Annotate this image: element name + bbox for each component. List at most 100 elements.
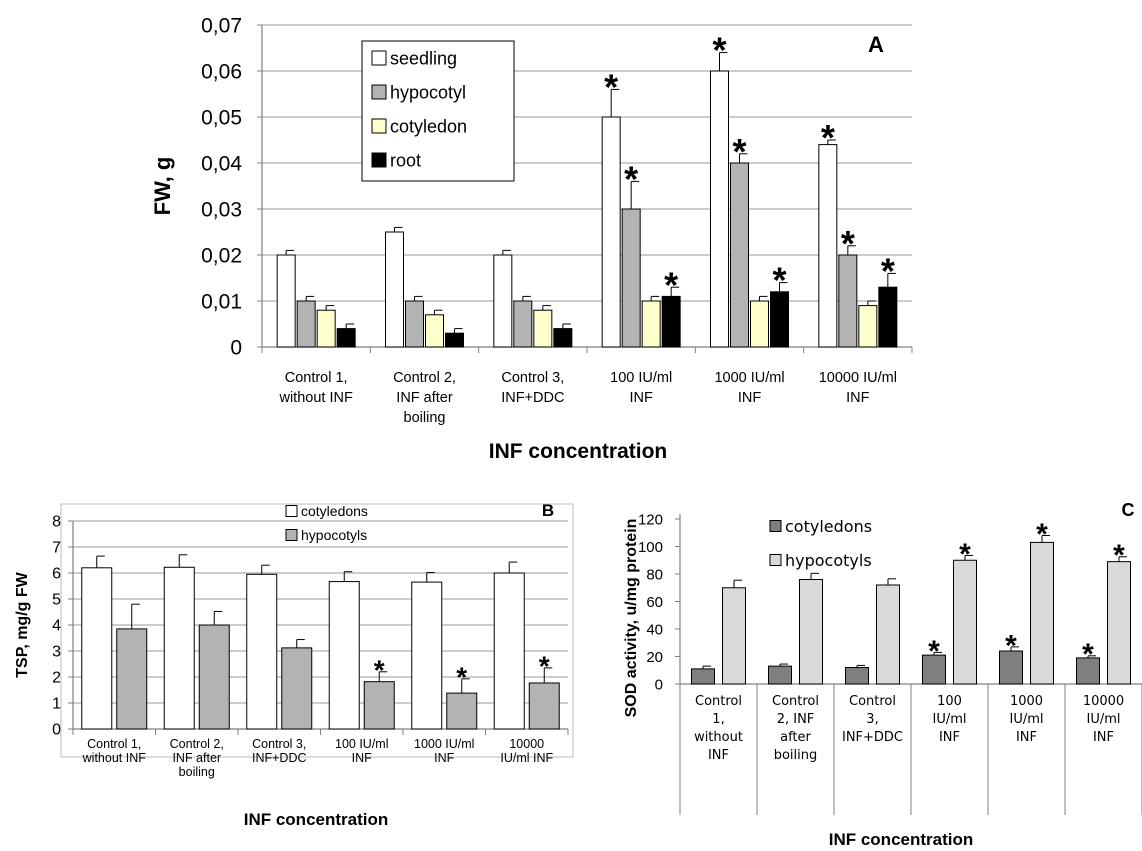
y-tick-label: 7 [52, 540, 61, 557]
category-label: 1000 IU/ml INF [1009, 694, 1043, 745]
legend: cotyledons hypocotyls [285, 503, 368, 543]
significance-star: * [1113, 539, 1125, 572]
y-tick-label: 80 [646, 566, 663, 583]
bar-root [553, 328, 573, 348]
bar-cotyledons [845, 667, 869, 685]
significance-star: * [881, 250, 895, 291]
legend-swatch-cotyledons [285, 505, 298, 517]
y-tick-label: 4 [52, 618, 61, 635]
bar-root [336, 328, 356, 348]
significance-star: * [1005, 629, 1017, 662]
significance-star: * [732, 131, 746, 172]
bar-cotyledons [411, 581, 443, 730]
panel-a-chart: 0 0,01 0,02 0,03 0,04 0,05 0,06 0,07 * * * * * * * * * Co… [150, 14, 913, 463]
y-axis-label: TSP, mg/g FW [14, 571, 31, 677]
legend-label-cotyledons: cotyledons [785, 517, 872, 536]
category-label: Control 3, INF+DDC [842, 694, 903, 745]
legend-swatch-seedling [371, 50, 387, 66]
bar-hypocotyl [621, 208, 641, 348]
significance-star: * [539, 651, 550, 682]
legend-label-root: root [390, 150, 421, 170]
y-tick-label: 2 [52, 670, 61, 687]
significance-star: * [1036, 518, 1048, 551]
bar-cotyledons [163, 566, 195, 730]
bar-seedling [493, 254, 513, 348]
bar-hypocotyls [446, 692, 478, 730]
significance-star: * [841, 223, 855, 264]
significance-star: * [624, 158, 638, 199]
category-label: Control 2, INF after boiling [170, 737, 224, 779]
category-label: 10000 IU/ml INF [1083, 694, 1124, 745]
legend-label-cotyledons: cotyledons [301, 503, 368, 519]
category-label: Control 1, without INF [82, 737, 147, 765]
bar-cotyledon [425, 314, 444, 348]
legend-swatch-hypocotyls [769, 554, 782, 566]
bar-cotyledon [858, 305, 878, 348]
category-label: 1000 IU/ml INF [714, 370, 784, 406]
bar-hypocotyls [198, 624, 230, 730]
bar-cotyledons [328, 581, 360, 730]
legend-swatch-cotyledons [769, 520, 782, 532]
legend-swatch-root [371, 152, 387, 168]
legend-label-cotyledon: cotyledon [390, 116, 467, 136]
y-tick-label: 0,07 [201, 14, 242, 37]
bar-hypocotyls [1030, 541, 1054, 685]
bar-cotyledons [246, 573, 278, 730]
significance-star: * [456, 662, 467, 693]
bar-hypocotyls [799, 579, 823, 685]
category-label: Control 2, INF after boiling [393, 370, 456, 426]
y-tick-label: 3 [52, 644, 61, 661]
panel-letter: A [868, 32, 884, 57]
significance-star: * [604, 66, 618, 107]
significance-star: * [712, 30, 726, 71]
legend-label-hypocotyls: hypocotyls [301, 527, 367, 543]
legend: cotyledons hypocotyls [769, 517, 872, 570]
category-label: 1000 IU/ml INF [414, 737, 474, 765]
bar-hypocotyls [363, 681, 395, 730]
bar-hypocotyls [528, 682, 560, 730]
category-label: Control 2, INF after boiling [772, 694, 819, 763]
significance-star: * [1082, 638, 1094, 671]
category-label: Control 3, INF+DDC [252, 737, 307, 765]
x-axis-label: INF concentration [829, 830, 974, 849]
y-tick-label: 0 [655, 676, 663, 693]
significance-star: * [928, 635, 940, 668]
category-label: Control 1, without INF [694, 694, 743, 763]
y-axis-label: FW, g [150, 157, 175, 216]
y-tick-label: 0,02 [201, 244, 242, 267]
y-tick-label: 8 [52, 514, 61, 531]
bar-cotyledon [750, 300, 769, 348]
significance-star: * [374, 655, 385, 686]
y-tick-label: 40 [646, 621, 663, 638]
bar-cotyledon [641, 300, 661, 348]
bar-seedling [276, 254, 296, 348]
y-tick-label: 60 [646, 594, 663, 611]
bar-cotyledon [533, 309, 553, 348]
y-tick-label: 0 [230, 336, 242, 359]
legend-swatch-hypocotyl [371, 84, 387, 100]
bar-cotyledons [81, 567, 113, 730]
y-tick-label: 0,03 [201, 198, 242, 221]
legend-label-seedling: seedling [390, 48, 457, 68]
significance-star: * [664, 264, 678, 305]
bar-root [878, 286, 898, 348]
y-tick-label: 0,04 [201, 152, 242, 175]
x-axis-label: INF concentration [489, 440, 668, 463]
y-tick-label: 20 [646, 649, 663, 666]
y-tick-label: 100 [638, 539, 663, 556]
bar-hypocotyls [1107, 561, 1131, 685]
panel-letter: C [1122, 500, 1135, 520]
y-tick-label: 1 [52, 696, 61, 713]
category-label: 100 IU/ml INF [335, 737, 389, 765]
legend-swatch-hypocotyls [285, 529, 298, 541]
bar-cotyledons [768, 665, 792, 685]
bar-hypocotyl [296, 300, 316, 348]
bar-hypocotyl [838, 254, 858, 348]
bar-hypocotyls [722, 587, 746, 685]
bar-hypocotyls [876, 584, 900, 685]
bar-hypocotyl [405, 300, 424, 348]
y-tick-label: 0 [52, 722, 61, 739]
bar-cotyledon [316, 309, 336, 348]
legend-box [361, 40, 515, 182]
